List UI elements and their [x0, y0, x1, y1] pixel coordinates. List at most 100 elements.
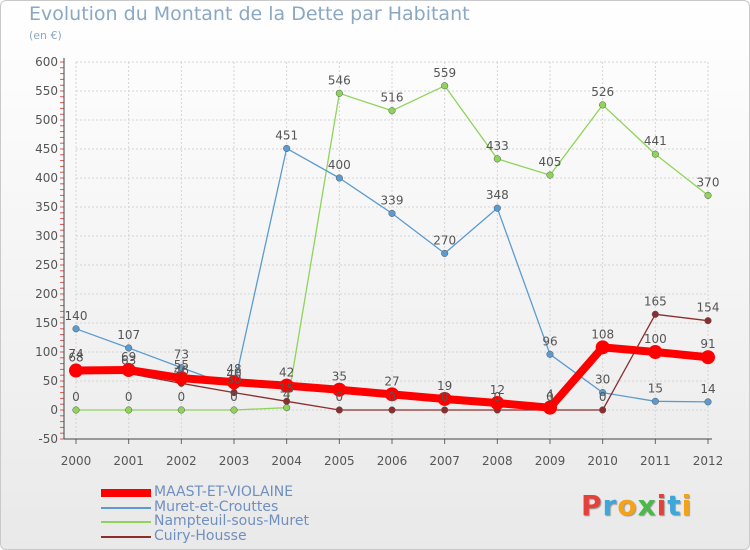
data-label: 405 [539, 155, 562, 169]
data-label: 14 [700, 382, 715, 396]
data-label: 73 [174, 348, 189, 362]
data-label: 451 [275, 128, 298, 142]
data-label: 63 [121, 353, 136, 367]
data-point [651, 150, 659, 158]
data-point [651, 310, 659, 318]
data-label: 107 [117, 328, 140, 342]
y-tick-label: 400 [35, 171, 58, 185]
data-label: 96 [542, 334, 557, 348]
data-label: 91 [700, 337, 715, 351]
data-label: 35 [332, 370, 347, 384]
x-tick-label: 2004 [271, 454, 302, 468]
data-point [230, 389, 238, 397]
data-label: 270 [433, 233, 456, 247]
data-label: 0 [388, 390, 396, 404]
data-point [651, 397, 659, 405]
data-point [441, 82, 449, 90]
data-point [388, 209, 396, 217]
data-point [546, 350, 554, 358]
data-point [441, 406, 449, 414]
data-label: 526 [591, 85, 614, 99]
y-tick-label: 0 [50, 403, 58, 417]
data-label: 0 [441, 390, 449, 404]
data-label: 339 [381, 193, 404, 207]
data-label: 165 [644, 294, 667, 308]
data-label: 0 [599, 390, 607, 404]
data-label: 559 [433, 66, 456, 80]
y-tick-label: 50 [43, 374, 58, 388]
data-label: 0 [125, 390, 133, 404]
legend-label: Muret-et-Crouttes [154, 498, 279, 515]
data-label: 40 [226, 367, 241, 381]
data-label: 30 [226, 373, 241, 387]
x-tick-label: 2011 [640, 454, 671, 468]
data-label: 15 [648, 381, 663, 395]
x-tick-label: 2001 [113, 454, 144, 468]
data-label: 0 [546, 390, 554, 404]
data-label: 46 [174, 363, 189, 377]
x-tick-label: 2003 [219, 454, 250, 468]
x-tick-label: 2005 [324, 454, 355, 468]
data-point [283, 404, 291, 412]
y-tick-label: 600 [35, 55, 58, 69]
data-label: 0 [72, 390, 80, 404]
data-point [279, 378, 294, 393]
data-label: 0 [494, 390, 502, 404]
data-label: 68 [68, 351, 83, 365]
data-label: 140 [65, 309, 88, 323]
data-label: 69 [121, 350, 136, 364]
data-point [385, 387, 399, 402]
x-tick-label: 2012 [693, 454, 724, 468]
data-label: 15 [279, 381, 294, 395]
data-point [493, 155, 501, 163]
data-label: 55 [174, 358, 189, 372]
data-point [388, 406, 396, 414]
data-point [437, 391, 452, 406]
data-label: 348 [486, 188, 509, 202]
data-point [599, 101, 607, 109]
data-point [704, 398, 712, 406]
data-label: 433 [486, 139, 509, 153]
data-label: 4 [546, 388, 554, 402]
data-label: 546 [328, 73, 351, 87]
data-point [230, 406, 238, 414]
chart-unit-label: (en €) [29, 29, 62, 42]
data-point [283, 397, 291, 405]
x-tick-label: 2006 [377, 454, 408, 468]
legend-label: Nampteuil-sous-Muret [154, 513, 309, 529]
data-point [177, 364, 185, 372]
data-label: 0 [336, 390, 344, 404]
legend-label: Cuiry-Housse [154, 527, 247, 544]
data-label: 0 [230, 390, 238, 404]
y-tick-label: 500 [35, 113, 58, 127]
data-label: 19 [437, 379, 452, 393]
data-point [388, 107, 396, 115]
data-label: 370 [697, 175, 720, 189]
legend-swatch [101, 521, 151, 523]
data-label: 74 [68, 347, 83, 361]
data-label: 100 [644, 332, 667, 346]
x-tick-label: 2002 [166, 454, 197, 468]
y-tick-label: 150 [35, 316, 58, 330]
data-point [332, 382, 347, 397]
chart-title: Evolution du Montant de la Dette par Hab… [29, 3, 470, 25]
data-point [546, 171, 554, 179]
data-label: 108 [591, 327, 614, 341]
data-point [72, 406, 80, 414]
x-tick-label: 2007 [429, 454, 460, 468]
data-point [599, 389, 607, 397]
data-point [704, 191, 712, 199]
data-label: 42 [279, 366, 294, 380]
y-tick-label: 200 [35, 287, 58, 301]
data-label: 441 [644, 134, 667, 148]
data-point [335, 174, 343, 182]
data-label: 400 [328, 158, 351, 172]
data-point [490, 396, 505, 411]
proxiti-logo: Proxiti [581, 489, 693, 522]
x-tick-label: 2010 [587, 454, 618, 468]
data-label: 27 [384, 374, 399, 388]
data-label: 4 [283, 388, 291, 402]
legend-label: MAAST-ET-VIOLAINE [154, 484, 294, 500]
